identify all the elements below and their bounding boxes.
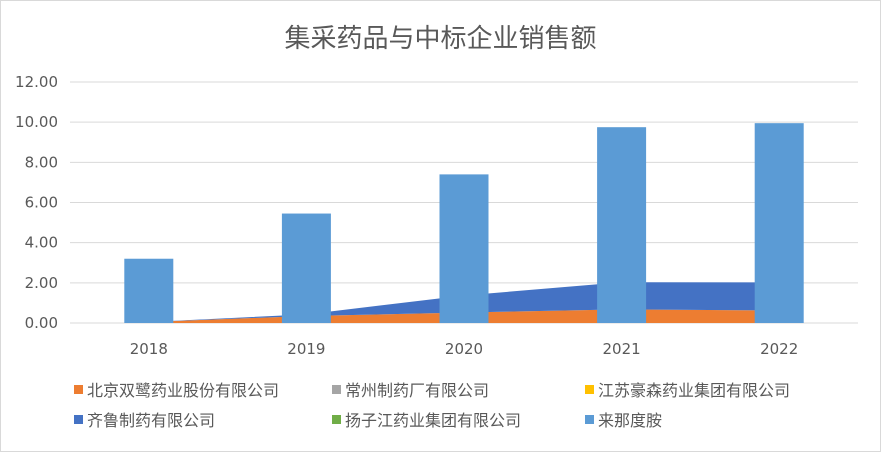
x-tick-label-0: 2018 [130,340,168,358]
legend-item-0: 北京双鹭药业股份有限公司 [74,377,332,401]
legend-label-5: 来那度胺 [598,411,663,430]
bar-0-3 [597,127,647,323]
y-tick-label-3: 6.00 [25,194,58,212]
legend-label-3: 齐鲁制药有限公司 [87,411,216,430]
bar-0-4 [754,123,804,323]
y-tick-label-0: 0.00 [25,314,58,332]
legend-row-1: 北京双鹭药业股份有限公司 常州制药厂有限公司 江苏豪森药业集团有限公司 [74,374,864,404]
legend-item-2: 江苏豪森药业集团有限公司 [585,377,845,401]
legend-item-5: 来那度胺 [585,407,845,431]
legend-item-3: 齐鲁制药有限公司 [74,407,332,431]
chart-title: 集采药品与中标企业销售额 [284,24,597,54]
y-tick-label-6: 12.00 [15,73,58,91]
legend-label-0: 北京双鹭药业股份有限公司 [87,381,280,400]
legend-swatch-0 [74,384,83,394]
y-tick-label-5: 10.00 [15,113,58,131]
legend-label-2: 江苏豪森药业集团有限公司 [598,381,791,400]
y-tick-label-2: 4.00 [25,234,58,252]
legend-row-2: 齐鲁制药有限公司 扬子江药业集团有限公司 来那度胺 [74,404,864,434]
x-tick-label-2: 2020 [445,340,483,358]
legend-swatch-3 [74,414,83,424]
legend: 北京双鹭药业股份有限公司 常州制药厂有限公司 江苏豪森药业集团有限公司 齐鲁制药有限… [74,374,864,434]
bar-0-0 [124,258,174,323]
legend-label-4: 扬子江药业集团有限公司 [345,411,522,430]
legend-swatch-1 [332,384,341,394]
legend-swatch-2 [585,384,594,394]
y-tick-label-1: 2.00 [25,274,58,292]
legend-swatch-4 [332,414,341,424]
x-tick-label-3: 2021 [603,340,641,358]
x-tick-label-1: 2019 [287,340,325,358]
legend-swatch-5 [585,414,594,424]
legend-item-4: 扬子江药业集团有限公司 [332,407,585,431]
x-tick-label-4: 2022 [760,340,798,358]
bar-0-2 [439,174,489,323]
legend-item-1: 常州制药厂有限公司 [332,377,585,401]
y-tick-label-4: 8.00 [25,153,58,171]
legend-label-1: 常州制药厂有限公司 [345,381,490,400]
bar-0-1 [281,213,331,323]
